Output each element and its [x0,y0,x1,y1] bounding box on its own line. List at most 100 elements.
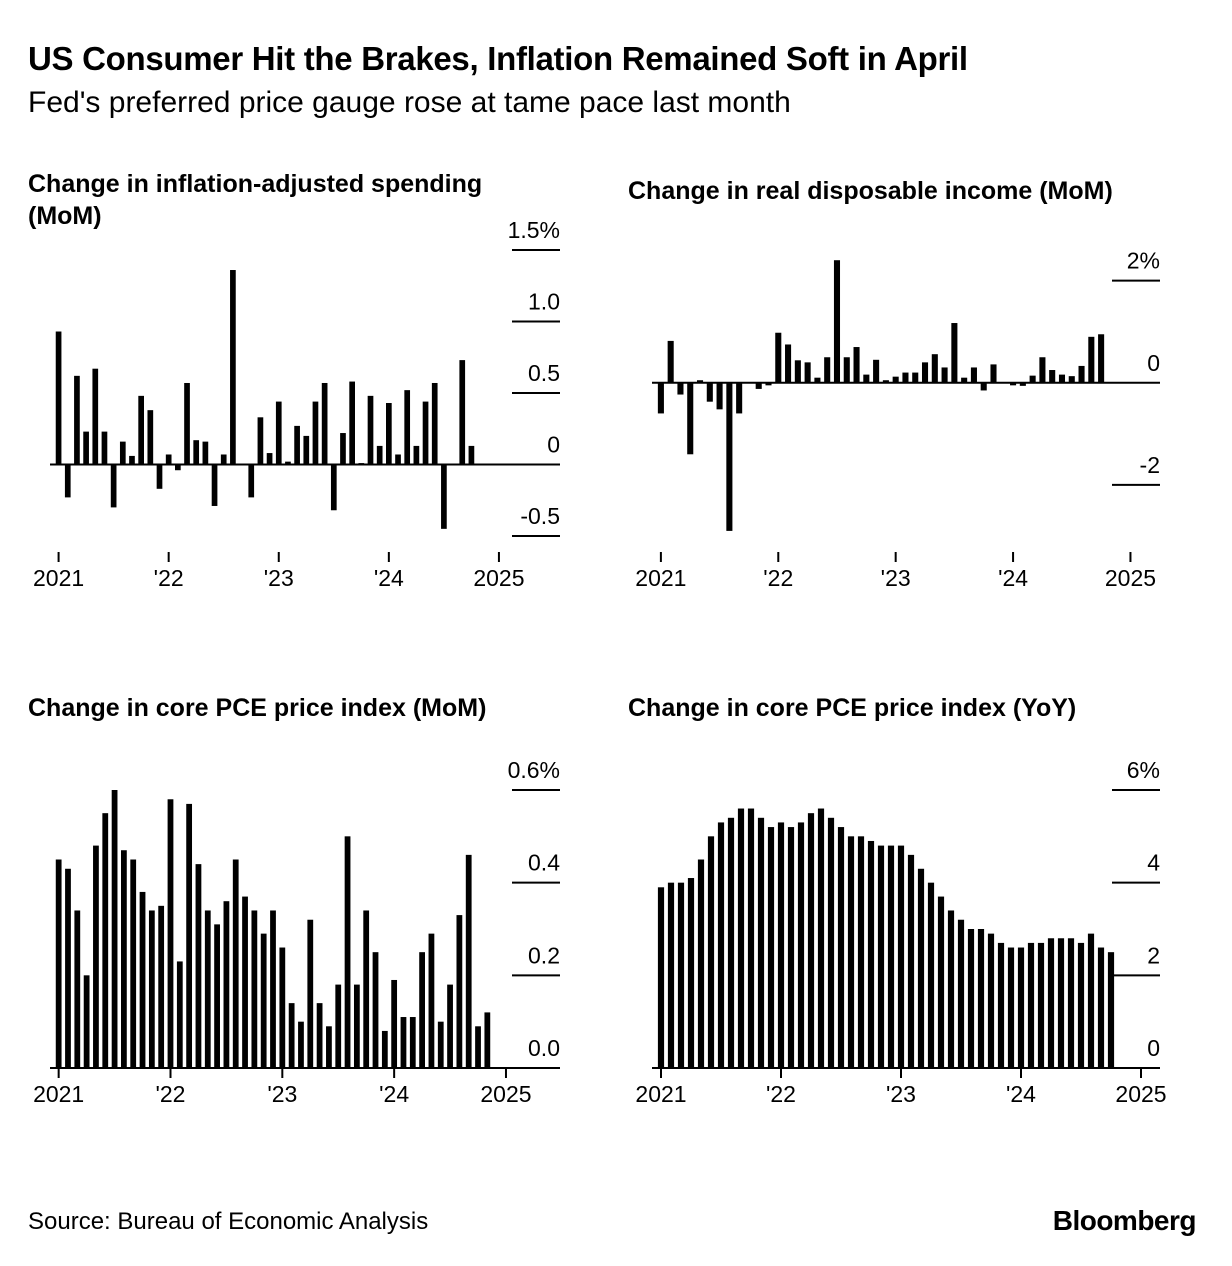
bar [431,382,438,465]
bar [158,905,165,1068]
bar [349,381,355,465]
bar [726,382,733,531]
bar [1049,370,1056,383]
bar [121,850,127,1068]
bar [404,390,411,465]
bar [484,1012,491,1068]
bar [195,864,202,1068]
bar [335,984,342,1068]
bar [892,376,899,383]
bar [1087,933,1095,1068]
bar [797,822,805,1068]
bar [706,382,713,402]
x-tick-label: '22 [154,565,184,591]
y-tick-label: 1.0 [528,289,560,315]
x-tick-label: 2021 [635,1081,686,1107]
bar [211,464,218,506]
bar [147,410,154,465]
bar [980,382,987,391]
bar [727,817,735,1068]
x-tick-label: 2025 [473,565,524,591]
source-note: Source: Bureau of Economic Analysis [28,1208,429,1235]
bar [55,859,62,1068]
bar [83,431,89,465]
bar [176,961,183,1068]
bar [65,868,71,1068]
bar [997,942,1005,1068]
bar [755,382,762,389]
x-tick-label: '24 [374,565,404,591]
x-tick-label: '23 [886,1081,916,1107]
bar [251,910,258,1068]
bar [326,1026,332,1068]
bar [330,464,337,511]
bar [475,1026,481,1068]
bar [667,340,674,383]
bar [837,827,845,1068]
bar [223,901,230,1068]
bar [931,354,938,383]
y-tick-label: 2% [1127,248,1160,274]
bar [119,441,126,465]
bar [1077,942,1085,1068]
x-tick-label: '24 [1006,1081,1036,1107]
bar [857,836,865,1068]
x-tick-label: '24 [998,565,1028,591]
panel-title-income: Change in real disposable income (MoM) [628,177,1113,205]
bar [804,362,811,383]
bar [441,464,447,529]
chart-spending: 1.5% 1.0 0.5 0 -0.5 2021 '22 '23 '24 2025 [33,217,560,591]
bar [990,364,997,383]
x-tick-label: 2025 [1105,565,1156,591]
bar [1097,947,1105,1068]
bar [344,836,351,1068]
bar [167,799,174,1068]
bar [148,910,155,1068]
bar [867,840,875,1068]
bar [214,924,220,1068]
bar [696,380,704,383]
bar [1078,365,1085,383]
bar [307,919,314,1068]
bar [232,859,239,1068]
bar [138,395,144,465]
y-tick-label: 0 [1147,350,1160,376]
bar [204,910,211,1068]
x-tick-label: '23 [267,1081,297,1107]
bar [757,817,765,1068]
bar [877,845,885,1068]
bar [863,374,870,383]
chart-core-pce-yoy: 6% 4 2 0 2021 '22 '23 '24 2025 [635,757,1166,1107]
bar [1058,374,1066,383]
bar [843,357,850,383]
bar [717,822,725,1068]
bar [130,859,137,1068]
bar [921,362,929,383]
bar [239,464,245,465]
bar [316,1003,323,1068]
bar [687,382,694,455]
bar [376,445,383,465]
bar [367,395,374,465]
bar [747,808,755,1068]
bar [737,808,745,1068]
bar [777,822,785,1068]
bar [288,1003,295,1068]
bar [83,975,90,1068]
bar [156,464,163,489]
bar [437,1021,444,1068]
bar [807,813,815,1068]
bar [853,347,860,383]
bar [1029,375,1036,383]
bar [970,367,977,383]
bar [767,827,775,1068]
bar [1000,382,1007,384]
bar [456,915,463,1068]
bar [242,896,248,1068]
bar [1010,382,1017,386]
bar [677,882,685,1068]
bar [1057,938,1065,1068]
bar [677,382,684,395]
bar [794,360,801,383]
bar [101,431,108,465]
